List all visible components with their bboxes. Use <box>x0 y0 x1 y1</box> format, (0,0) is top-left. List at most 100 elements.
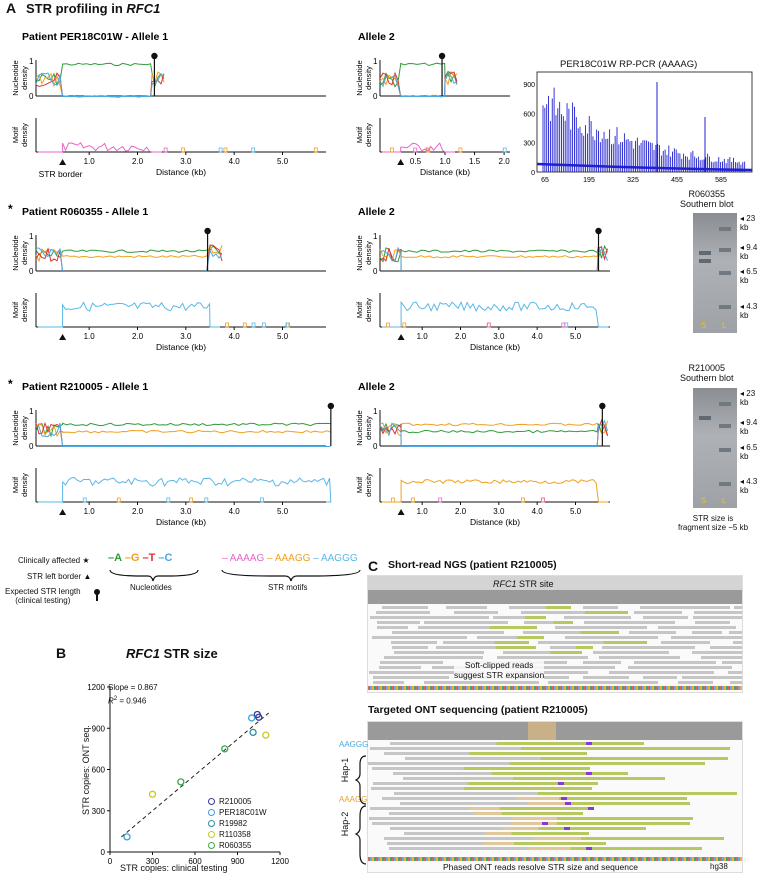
motif-trace <box>382 300 609 328</box>
ngs-read <box>454 611 499 614</box>
phased-note: Phased ONT reads resolve STR size and se… <box>443 862 638 872</box>
scatter-point-R110358 <box>262 731 270 739</box>
ont-read <box>384 837 725 840</box>
scatter-point-PER18C01W <box>123 833 131 841</box>
x-axis-label: Distance (kb) <box>470 517 520 527</box>
nuc-trace-c <box>379 70 458 97</box>
x-tick-label: 4.0 <box>229 332 241 341</box>
ylabel-line: Nucleotide <box>355 235 364 270</box>
ont-indel-mark <box>565 802 572 805</box>
motif-blip <box>260 497 264 503</box>
ont-indel-mark <box>587 807 594 810</box>
motif-blip <box>218 147 223 153</box>
str-site-label: RFC1 STR site <box>493 579 554 589</box>
allele-title-1-0: Patient R060355 - Allele 1 <box>22 206 148 218</box>
rp-xtick: 585 <box>715 177 727 184</box>
x-tick-label: 5.0 <box>570 332 582 341</box>
legend-motif-label: STR motifs <box>268 583 308 592</box>
x-axis-label: Distance (kb) <box>470 342 520 352</box>
legend-nuc-C: –C <box>158 552 173 564</box>
x-tick-label: 1.0 <box>84 332 96 341</box>
scatter-ytick-label: 900 <box>92 724 106 733</box>
ylabel-line: density <box>20 416 29 440</box>
x-tick-label: 2.0 <box>132 157 144 166</box>
ngs-read <box>608 671 715 674</box>
x-tick-label: 3.0 <box>493 332 505 341</box>
rp-ytick: 900 <box>523 82 535 89</box>
scatter-xtick-label: 0 <box>108 857 113 866</box>
nuc-y0: 0 <box>29 92 34 101</box>
southern-2-title: R210005 Southern blot <box>680 363 734 383</box>
motif-blip <box>225 322 229 328</box>
nuc-y0: 0 <box>29 267 34 276</box>
allele-title-2-0: Patient R210005 - Allele 1 <box>22 381 148 393</box>
ngs-read <box>498 666 616 669</box>
scatter-xlabel: STR copies: clinical testing <box>120 863 228 873</box>
x-tick-label: 3.0 <box>180 332 192 341</box>
panel-b-title-rest: STR size <box>159 646 218 661</box>
nuc-trace-g <box>379 420 608 438</box>
motif-blip <box>410 497 415 503</box>
motif-blip <box>166 497 171 503</box>
scatter-point-PER18C01W <box>248 714 256 722</box>
ont-read <box>372 767 590 770</box>
nuc-ylabel: Nucleotidedensity <box>355 235 373 270</box>
hap2-label: Hap-2 <box>340 811 350 837</box>
x-axis-label: Distance (kb) <box>156 517 206 527</box>
ont-indel-mark <box>585 847 592 850</box>
ngs-read <box>376 626 409 629</box>
ont-read <box>393 792 737 795</box>
ngs-read <box>373 676 450 679</box>
ngs-read <box>592 651 670 654</box>
ngs-read <box>628 666 733 669</box>
expected-length-pin-icon <box>151 52 158 60</box>
nuc-y1: 1 <box>373 232 378 241</box>
ngs-read <box>643 676 677 679</box>
rp-xtick: 195 <box>583 177 595 184</box>
ngs-read <box>523 621 573 624</box>
ngs-read <box>661 641 710 644</box>
nuc-ylabel: Nucleotidedensity <box>355 60 373 95</box>
motif-blip <box>502 147 507 153</box>
ngs-read <box>379 666 422 669</box>
motif-blip <box>82 497 87 503</box>
ylabel-line: Motif <box>355 301 364 318</box>
x-axis-label: Distance (kb) <box>156 342 206 352</box>
str-border-triangle-icon <box>397 334 405 340</box>
motif-ylabel: Motifdensity <box>11 473 29 497</box>
ylabel-line: Motif <box>355 476 364 493</box>
ont-read <box>387 842 606 845</box>
rp-xtick: 455 <box>671 177 683 184</box>
x-tick-label: 5.0 <box>570 507 582 516</box>
nuc-y1: 1 <box>373 407 378 416</box>
scatter-ytick-label: 0 <box>101 848 106 857</box>
x-tick-label: 2.0 <box>455 332 467 341</box>
ngs-read <box>548 681 658 684</box>
scatter-point-R110358 <box>148 790 157 798</box>
panel-c-letter: C <box>368 558 379 574</box>
southern-note: STR size is fragment size −5 kb <box>678 514 749 532</box>
motif-trace <box>382 142 455 153</box>
x-tick-label: 1.0 <box>417 507 429 516</box>
southern-2-size-43: ◂ 4.3 kb <box>740 477 758 495</box>
legend-motif-AAGGG: – AAGGG <box>313 553 358 564</box>
legend-circle-icon <box>208 809 215 817</box>
str-border-triangle-icon <box>397 159 405 165</box>
hap1-label: Hap-1 <box>340 757 350 783</box>
x-tick-label: 1.0 <box>417 332 429 341</box>
southern-1-lane-s: S <box>701 321 707 330</box>
allele-title-2-1: Allele 2 <box>358 381 395 393</box>
motif-blip <box>540 497 545 503</box>
hap2-motif: AAAGG <box>339 795 368 804</box>
ngs-read <box>522 631 620 634</box>
nuc-trace-t <box>35 244 223 272</box>
ngs-read <box>634 611 683 614</box>
nuc-y0: 0 <box>373 442 378 451</box>
ngs-read <box>497 656 588 659</box>
ngs-read <box>658 626 737 629</box>
ont-indel-mark <box>541 822 548 825</box>
ngs-read <box>390 641 438 644</box>
x-tick-label: 0.5 <box>410 157 422 166</box>
nuc-ylabel: Nucleotidedensity <box>11 60 29 95</box>
str-border-triangle-icon <box>397 509 405 515</box>
